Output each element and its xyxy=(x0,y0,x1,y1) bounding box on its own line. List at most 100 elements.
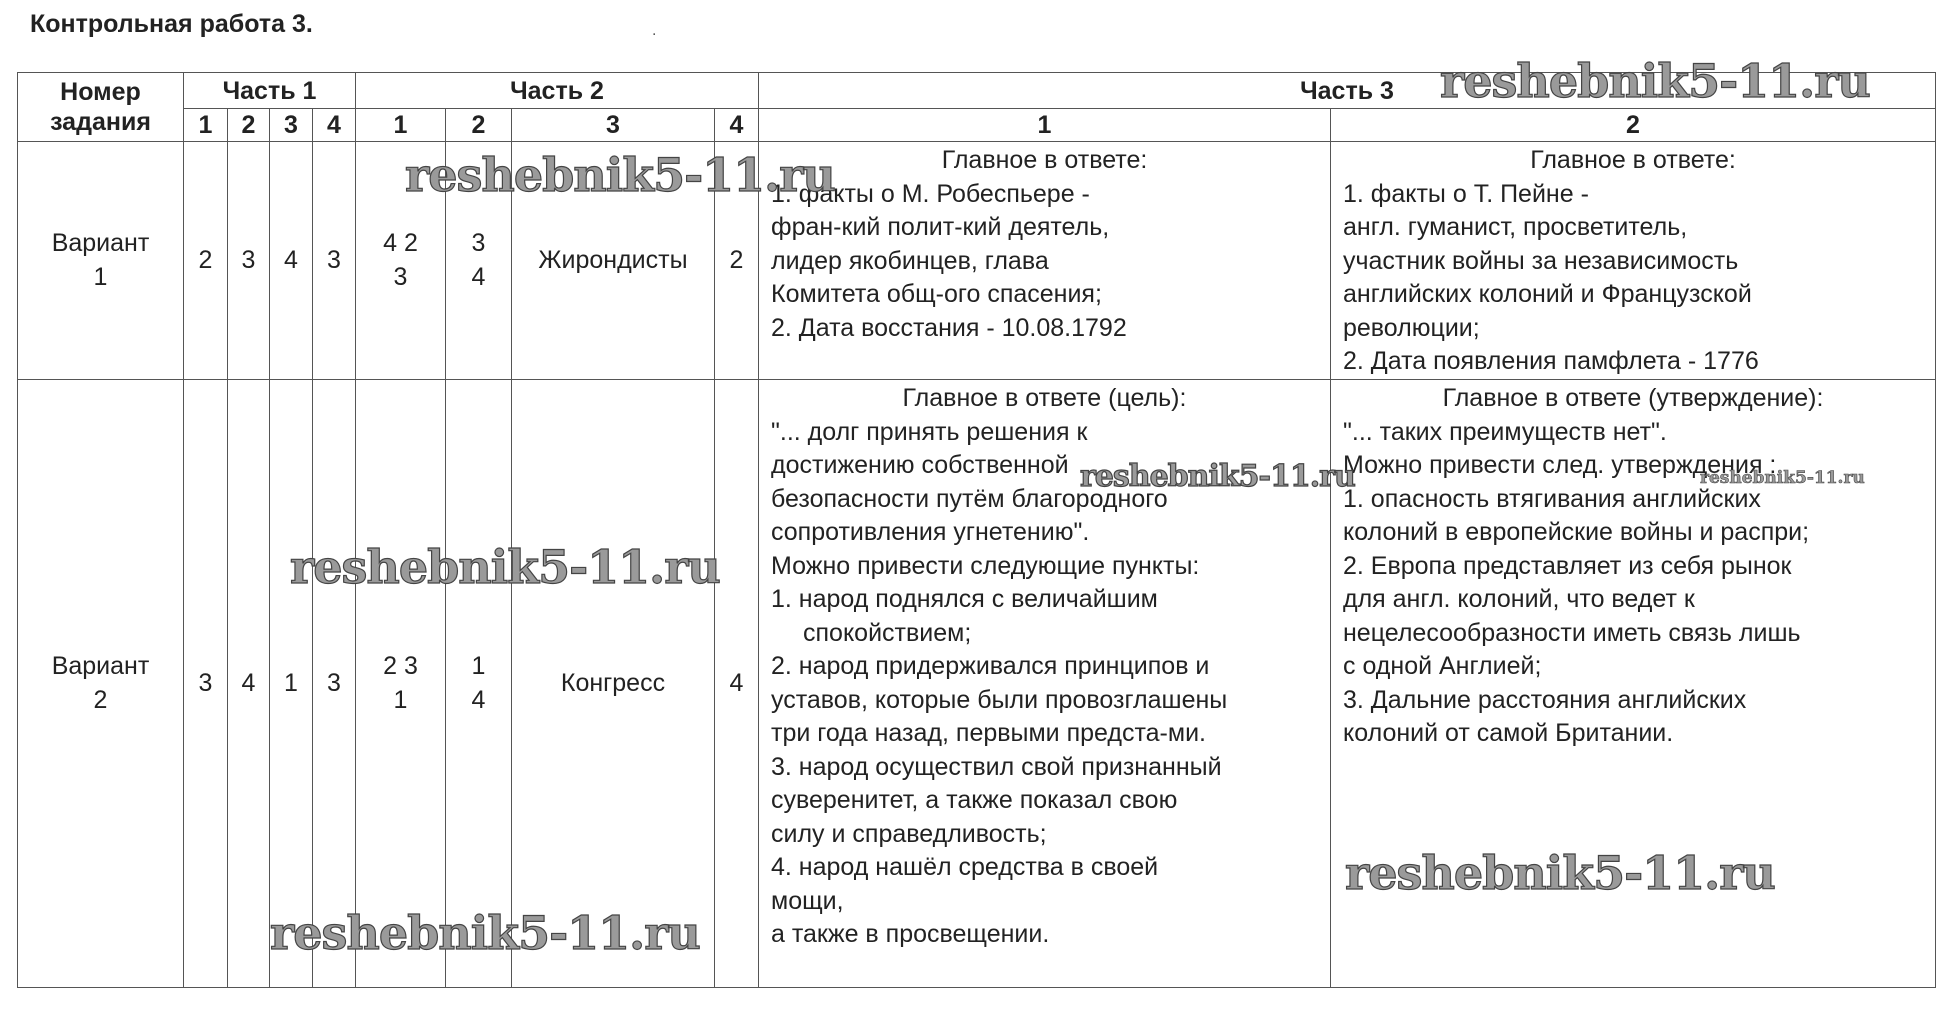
cell-line: 3. Дальние расстояния английских xyxy=(1343,685,1747,714)
table-row: Вариант 1 2 3 4 3 4 2 3 3 4 Жирондисты 2 Главное в о… xyxy=(17,141,1936,380)
cell-line: спокойствием; xyxy=(803,618,972,647)
watermark: reshebnik5-11.ru xyxy=(289,540,721,594)
table-row: Вариант 2 3 4 1 3 2 3 1 1 4 Конгресс 4 Главное в отв… xyxy=(17,379,1936,988)
cell-line: 3 xyxy=(198,668,213,697)
cell-line: лидер якобинцев, глава xyxy=(771,246,1049,275)
cell-line: три года назад, первыми предста-ми. xyxy=(771,719,1206,747)
page-title: Контрольная работа 3. xyxy=(30,10,313,38)
cell-line: нецелесообразности иметь связь лишь xyxy=(1343,618,1801,647)
cell-line: Главное в ответе: xyxy=(1530,146,1736,174)
cell-line: 1 xyxy=(393,685,408,714)
cell-line: 2. Дата восстания - 10.08.1792 xyxy=(771,313,1127,342)
header-part3: Часть 3 xyxy=(758,72,1936,109)
cell-line: Вариант xyxy=(51,652,150,680)
header-p2-col: 2 xyxy=(445,108,512,142)
part3-1-answer: Главное в ответе: 1. факты о М. Робеспьер… xyxy=(758,141,1331,380)
cell-line: 1 xyxy=(284,668,298,697)
cell-line: 4 xyxy=(241,668,256,697)
cell-line: Конгресс xyxy=(560,668,666,697)
header-p1-col: 3 xyxy=(269,108,313,142)
cell-line: 4 xyxy=(284,245,298,274)
cell-line: 1 xyxy=(471,652,486,680)
watermark: reshebnik5-11.ru xyxy=(1700,468,1865,488)
variant-cell: Вариант 1 xyxy=(17,141,184,380)
cell-line: Главное в ответе: xyxy=(941,146,1148,174)
header-p1-col: 2 xyxy=(227,108,270,142)
cell-line: мощи, xyxy=(771,886,844,915)
part1-answer: 4 xyxy=(227,379,270,988)
cell-line: 2 xyxy=(93,685,108,714)
part3-1-answer: Главное в ответе (цель): "... долг принят… xyxy=(758,379,1331,988)
part2-answer: 2 xyxy=(714,141,759,380)
watermark: reshebnik5-11.ru xyxy=(269,906,701,960)
cell-line: английских колоний и Французской xyxy=(1343,280,1752,308)
cell-line: 4 2 xyxy=(383,229,418,257)
cell-line: Главное в ответе (цель): xyxy=(902,384,1187,412)
part2-answer: Жирондисты xyxy=(511,141,715,380)
cell-line: с одной Англией; xyxy=(1343,652,1542,680)
cell-line: революции; xyxy=(1343,313,1480,342)
variant-cell: Вариант 2 xyxy=(17,379,184,988)
cell-line: участник войны за независимость xyxy=(1343,246,1739,275)
cell-line: силу и справедливость; xyxy=(771,819,1047,848)
cell-line: 2 xyxy=(198,245,213,274)
header-p1-col: 4 xyxy=(312,108,356,142)
part1-answer: 1 xyxy=(269,379,313,988)
part2-answer: 4 xyxy=(714,379,759,988)
cell-line: 4. народ нашёл средства в своей xyxy=(771,853,1159,881)
cell-line: 1. факты о М. Робеспьере - xyxy=(771,179,1090,208)
cell-line: Жирондисты xyxy=(538,245,688,274)
cell-line: достижению собственной xyxy=(771,451,1069,479)
answers-table: Номер задания Часть 1 Часть 2 Часть 3 1 … xyxy=(17,72,1936,988)
watermark: reshebnik5-11.ru xyxy=(1344,846,1776,900)
cell-line: 3. народ осуществил свой признанный xyxy=(771,752,1222,781)
cell-line: безопасности путём благородного xyxy=(771,484,1168,513)
part2-answer: Конгресс xyxy=(511,379,715,988)
part1-answer: 3 xyxy=(183,379,228,988)
part1-answer: 3 xyxy=(312,141,356,380)
header-task-number: Номер задания xyxy=(17,72,184,142)
cell-line: уставов, которые были провозглашены xyxy=(771,685,1228,714)
cell-line: 3 xyxy=(327,245,341,274)
part3-2-answer: Главное в ответе (утверждение): "... таки… xyxy=(1330,379,1936,988)
cell-line: 2 xyxy=(729,245,744,274)
watermark: reshebnik5-11.ru xyxy=(404,148,836,202)
header-part2: Часть 2 xyxy=(355,72,759,109)
cell-line: "... таких преимуществ нет". xyxy=(1343,417,1667,446)
cell-line: Комитета общ-ого спасения; xyxy=(771,280,1102,308)
cell-line: 1. опасность втягивания английских xyxy=(1343,484,1761,513)
cell-line: 1. народ поднялся с величайшим xyxy=(771,585,1158,613)
cell-line: Вариант xyxy=(51,229,150,257)
header-p2-col: 3 xyxy=(511,108,715,142)
part1-answer: 4 xyxy=(269,141,313,380)
header-p1-col: 1 xyxy=(183,108,228,142)
part1-answer: 3 xyxy=(312,379,356,988)
part1-answer: 2 xyxy=(183,141,228,380)
part1-answer: 3 xyxy=(227,141,270,380)
cell-line: 2. Европа представляет из себя рынок xyxy=(1343,551,1792,580)
cell-line: Можно привести след. утверждения : xyxy=(1343,451,1777,479)
cell-line: 3 xyxy=(393,262,408,291)
cell-line: 2. народ придерживался принципов и xyxy=(771,652,1210,680)
cell-line: фран-кий полит-кий деятель, xyxy=(771,213,1110,241)
cell-line: 3 xyxy=(241,245,256,274)
cell-line: 3 xyxy=(471,229,486,257)
cell-line: 4 xyxy=(471,262,486,291)
cell-line: колоний в европейские войны и распри; xyxy=(1343,518,1810,546)
cell-line: Главное в ответе (утверждение): xyxy=(1442,384,1824,412)
cell-line: "... долг принять решения к xyxy=(771,417,1088,446)
cell-line: 4 xyxy=(471,685,486,714)
cell-line: суверенитет, а также показал свою xyxy=(771,786,1178,814)
cell-line: 1. факты о Т. Пейне - xyxy=(1343,179,1589,208)
header-p3-col: 2 xyxy=(1330,108,1936,142)
header-p3-col: 1 xyxy=(758,108,1331,142)
header-part1: Часть 1 xyxy=(183,72,356,109)
cell-line: для англ. колоний, что ведет к xyxy=(1343,585,1695,613)
cell-line: 2 3 xyxy=(383,652,418,680)
watermark: reshebnik5-11.ru xyxy=(1439,54,1871,108)
cell-line: 4 xyxy=(729,668,744,697)
cell-line: Можно привести следующие пункты: xyxy=(771,551,1200,580)
